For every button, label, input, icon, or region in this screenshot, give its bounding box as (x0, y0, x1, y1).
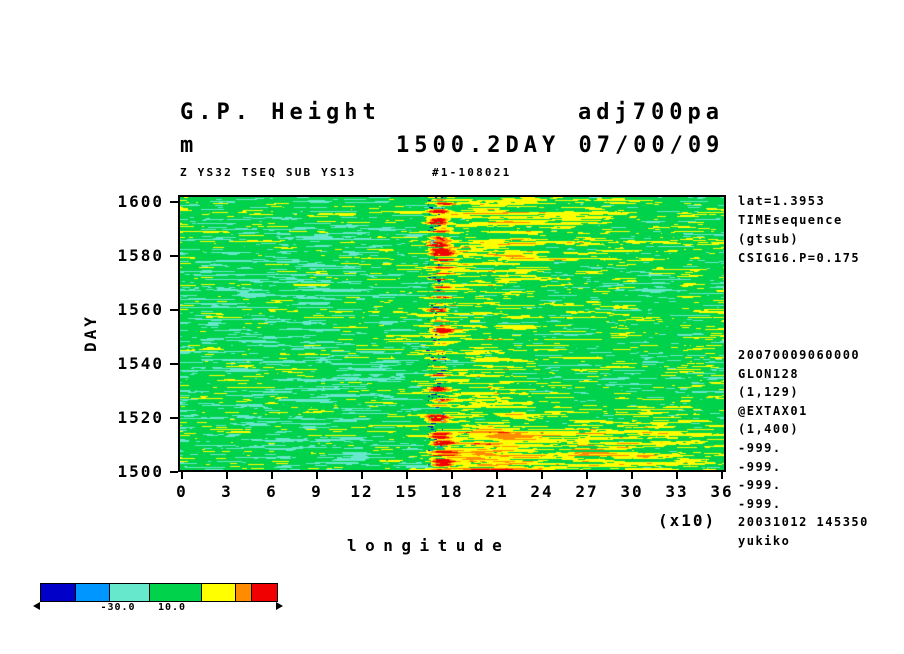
x-tick-mark (226, 472, 228, 479)
colorbar-segment (41, 584, 75, 601)
annotation-line: TIMEsequence (738, 213, 843, 227)
x-tick-label: 18 (440, 482, 464, 501)
colorbar-segment (251, 584, 277, 601)
dataset-id-label: Z YS32 TSEQ SUB YS13 (180, 166, 357, 179)
x-tick-label: 24 (530, 482, 554, 501)
y-tick-label: 1540 (117, 354, 164, 373)
y-tick-label: 1500 (117, 462, 164, 481)
x-tick-mark (181, 472, 183, 479)
plot-title-right: adj700pa (578, 100, 724, 125)
x-tick-label: 6 (266, 482, 278, 501)
annotation-line: (gtsub) (738, 232, 800, 246)
x-tick-label: 9 (311, 482, 323, 501)
y-tick-mark (170, 363, 178, 365)
right-annotation-block-top: lat=1.3953 TIMEsequence (gtsub) CSIG16.P=0.… (738, 192, 860, 268)
x-tick-mark (451, 472, 453, 479)
colorbar-segment (75, 584, 109, 601)
annotation-line: @EXTAX01 (738, 403, 808, 418)
colorbar-segment (201, 584, 235, 601)
annotation-line: 20031012 145350 (738, 515, 869, 530)
x-tick-mark (271, 472, 273, 479)
x-tick-label: 21 (485, 482, 509, 501)
colorbar-segment (235, 584, 251, 601)
annotation-line: -999. (738, 496, 782, 511)
x-tick-mark (586, 472, 588, 479)
y-tick-label: 1560 (117, 300, 164, 319)
y-tick-mark (170, 201, 178, 203)
colorbar (40, 583, 278, 602)
colorbar-segment (109, 584, 149, 601)
right-annotation-block-bottom: 20070009060000 GLON128 (1,129) @EXTAX01 (1,4… (738, 346, 869, 551)
record-id-label: #1-108021 (432, 166, 512, 179)
colorbar-below-range-arrow-icon (33, 602, 40, 610)
y-tick-mark (170, 417, 178, 419)
annotation-line: -999. (738, 440, 782, 455)
plot-subtitle: 1500.2DAY 07/00/09 (396, 133, 725, 158)
units-label: m (180, 133, 199, 158)
annotation-line: -999. (738, 459, 782, 474)
y-tick-mark (170, 255, 178, 257)
x-tick-label: 27 (575, 482, 599, 501)
heatmap-canvas (180, 197, 724, 470)
y-tick-label: 1520 (117, 408, 164, 427)
annotation-line: lat=1.3953 (738, 194, 826, 208)
y-tick-mark (170, 309, 178, 311)
y-tick-label: 1580 (117, 246, 164, 265)
x-tick-label: 12 (350, 482, 374, 501)
y-tick-mark (170, 471, 178, 473)
x-tick-mark (541, 472, 543, 479)
x-tick-mark (496, 472, 498, 479)
x-tick-mark (631, 472, 633, 479)
colorbar-segment (149, 584, 201, 601)
x-tick-mark (721, 472, 723, 479)
x-axis-title: longitude (347, 536, 511, 555)
plot-title: G.P. Height (180, 100, 381, 125)
colorbar-tick-label: -30.0 (100, 602, 136, 613)
y-tick-label: 1600 (117, 192, 164, 211)
annotation-line: CSIG16.P=0.175 (738, 251, 861, 265)
x-tick-label: 3 (221, 482, 233, 501)
x-tick-mark (676, 472, 678, 479)
annotation-line: -999. (738, 478, 782, 493)
x-tick-label: 33 (665, 482, 689, 501)
annotation-line: (1,129) (738, 385, 800, 400)
x-tick-label: 15 (395, 482, 419, 501)
x-axis-multiplier: (x10) (658, 511, 717, 530)
colorbar-tick-label: 10.0 (157, 602, 187, 613)
y-axis-title: DAY (81, 314, 100, 352)
x-tick-mark (406, 472, 408, 479)
x-tick-label: 36 (710, 482, 734, 501)
x-tick-mark (316, 472, 318, 479)
plot-area (178, 195, 726, 472)
colorbar-above-range-arrow-icon (276, 602, 283, 610)
annotation-line: 20070009060000 (738, 348, 861, 362)
x-tick-mark (361, 472, 363, 479)
x-tick-label: 30 (620, 482, 644, 501)
x-tick-label: 0 (176, 482, 188, 501)
annotation-line: GLON128 (738, 366, 800, 381)
annotation-line: (1,400) (738, 422, 800, 437)
annotation-line: yukiko (738, 533, 791, 548)
